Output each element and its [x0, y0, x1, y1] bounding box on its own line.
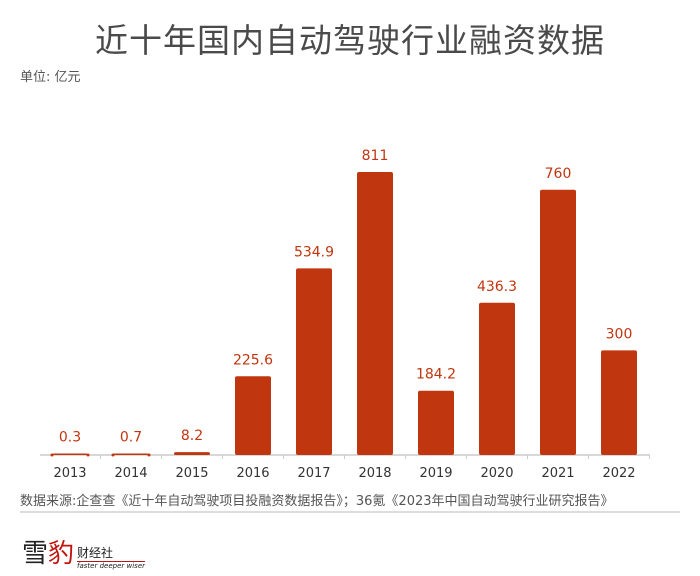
x-tick-label-2017: 2017 — [297, 466, 330, 480]
data-label-2022: 300 — [606, 326, 633, 342]
data-label-2021: 760 — [545, 166, 572, 182]
x-tick-label-2018: 2018 — [358, 466, 391, 480]
x-tick-label-2019: 2019 — [419, 466, 452, 480]
unit-label: 单位: 亿元 — [20, 70, 81, 85]
chart-title: 近十年国内自动驾驶行业融资数据 — [95, 21, 605, 60]
bar-chart: 0.3 2013 0.7 2014 8.2 2015 225.6 2016 534.9 2017 8… — [40, 148, 650, 480]
bar-2016 — [235, 376, 271, 455]
x-tick-label-2020: 2020 — [480, 466, 513, 480]
data-label-2015: 8.2 — [181, 428, 203, 444]
bar-2014 — [113, 453, 149, 455]
data-label-2016: 225.6 — [233, 352, 273, 368]
logo-char-1: 雪 — [22, 539, 49, 569]
bar-marker — [147, 453, 151, 457]
logo-char-2: 豹 — [48, 539, 75, 569]
data-label-2020: 436.3 — [477, 279, 517, 295]
data-label-2017: 534.9 — [294, 244, 334, 260]
bar-marker — [50, 453, 54, 457]
data-label-2014: 0.7 — [120, 430, 142, 446]
data-label-2019: 184.2 — [416, 367, 456, 383]
bar-2021 — [540, 189, 576, 455]
source-note: 数据来源:企查查《近十年自动驾驶项目投融资数据报告》；36氪《2023年中国自动… — [20, 494, 614, 509]
bar-2017 — [296, 268, 332, 455]
bar-2019 — [418, 390, 454, 455]
data-label-2013: 0.3 — [59, 430, 81, 446]
x-tick-label-2021: 2021 — [541, 466, 574, 480]
x-tick-label-2022: 2022 — [602, 466, 635, 480]
bar-2018 — [357, 172, 393, 455]
x-tick-label-2015: 2015 — [175, 466, 208, 480]
bar-marker — [111, 453, 115, 457]
logo: 雪 豹 财经社 faster deeper wiser — [22, 530, 145, 570]
x-tick-label-2016: 2016 — [236, 466, 269, 480]
x-tick-label-2013: 2013 — [53, 466, 86, 480]
divider — [20, 511, 680, 513]
bar-2022 — [601, 350, 637, 455]
bar-2020 — [479, 302, 515, 455]
logo-en: faster deeper wiser — [77, 561, 145, 570]
bar-2015 — [174, 452, 210, 455]
x-tick-label-2014: 2014 — [114, 466, 147, 480]
bar-marker — [86, 453, 90, 457]
data-label-2018: 811 — [362, 148, 389, 164]
logo-cn: 财经社 — [77, 546, 114, 560]
bar-2013 — [52, 453, 88, 455]
